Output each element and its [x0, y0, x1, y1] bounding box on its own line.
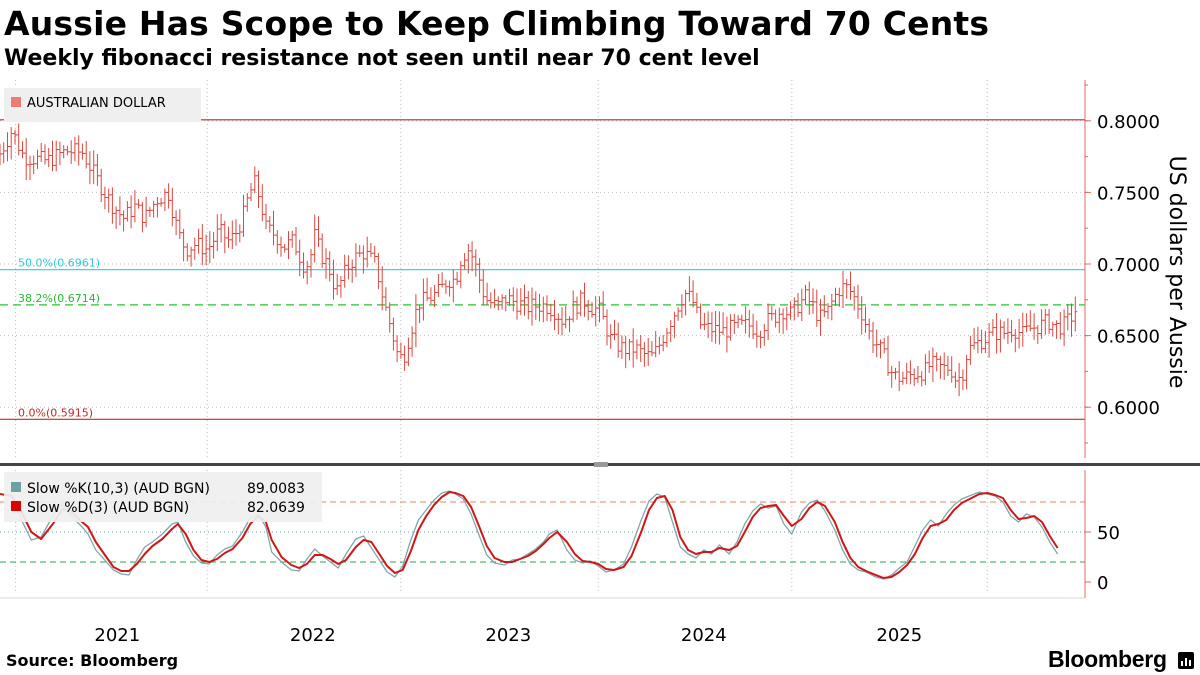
legend-swatch-k: [11, 482, 21, 492]
stochastic-panel: [0, 490, 1085, 580]
y-tick-label: 0.8000: [1097, 112, 1160, 133]
x-tick-label: 2024: [681, 625, 727, 646]
x-tick-label: 2021: [94, 625, 140, 646]
stoch-legend-box: [4, 472, 322, 522]
legend-box: [4, 88, 201, 122]
bloomberg-chart-icon: [1178, 652, 1194, 669]
stoch-y-tick-label: 0: [1097, 573, 1108, 594]
legend-value-k: 89.0083: [247, 481, 305, 497]
brand-logo: Bloomberg: [1048, 646, 1167, 672]
y-tick-label: 0.7500: [1097, 183, 1160, 204]
legend-swatch-price: [11, 97, 21, 107]
stoch-y-tick-label: 50: [1097, 523, 1120, 544]
legend-label-d: Slow %D(3) (AUD BGN): [27, 500, 189, 516]
x-tick-label: 2025: [876, 625, 922, 646]
y-axis-title: US dollars per Aussie: [1164, 156, 1189, 389]
fibonacci-levels: 100.0%(0.8007)50.0%(0.6961)38.2%(0.6714)…: [0, 107, 1085, 420]
chart-subtitle: Weekly fibonacci resistance not seen unt…: [4, 46, 760, 71]
price-bars: [0, 123, 1078, 397]
fib-label-1: 50.0%(0.6961): [18, 257, 100, 270]
chart-title: Aussie Has Scope to Keep Climbing Toward…: [4, 4, 990, 43]
y-tick-label: 0.6500: [1097, 327, 1160, 348]
source-note: Source: Bloomberg: [6, 651, 179, 670]
legend-swatch-d: [11, 501, 21, 511]
panel-resize-handle[interactable]: [594, 462, 608, 467]
stoch-series-1: [0, 491, 1059, 579]
x-tick-label: 2023: [485, 625, 531, 646]
legend-value-d: 82.0639: [247, 500, 305, 516]
x-tick-label: 2022: [290, 625, 336, 646]
legend-label-price: AUSTRALIAN DOLLAR: [27, 96, 166, 111]
legend-label-k: Slow %K(10,3) (AUD BGN): [27, 481, 210, 497]
fib-label-2: 38.2%(0.6714): [18, 292, 100, 305]
y-tick-label: 0.7000: [1097, 255, 1160, 276]
y-tick-label: 0.6000: [1097, 398, 1160, 419]
fib-label-3: 0.0%(0.5915): [18, 406, 93, 419]
axes: 0.6000 0.6500 0.7000 0.7500 0.8000 0 50 2021 202…: [0, 80, 1160, 646]
